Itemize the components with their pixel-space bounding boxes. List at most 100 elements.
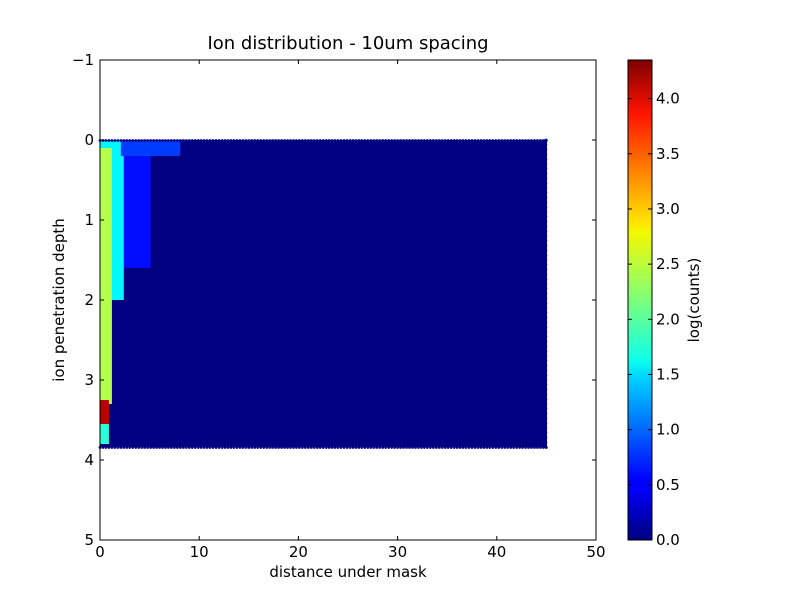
hexbin-cell (430, 200, 434, 205)
hexbin-cell (531, 192, 535, 197)
hexbin-cell (391, 196, 396, 201)
hexbin-cell (344, 256, 348, 261)
hexbin-cell (251, 196, 256, 201)
hexbin-cell (239, 232, 244, 237)
hexbin-cell (540, 160, 544, 165)
hexbin-cell (537, 252, 541, 257)
hexbin-cell (463, 156, 467, 161)
hexbin-cell (513, 188, 518, 193)
hexbin-cell (162, 224, 166, 229)
hexbin-cell (335, 192, 339, 197)
hexbin-cell (451, 160, 455, 165)
hexbin-cell (347, 220, 351, 225)
hexbin-cell (472, 216, 476, 221)
hexbin-cell (355, 160, 360, 165)
hexbin-cell (364, 228, 369, 233)
hexbin-cell (376, 240, 381, 245)
hexbin-cell (424, 224, 428, 229)
hexbin-cell (421, 196, 425, 201)
hexbin-cell (373, 160, 378, 165)
hexbin-cell (204, 240, 208, 245)
hexbin-cell (219, 144, 223, 149)
hexbin-cell (233, 244, 238, 249)
hexbin-cell (242, 220, 247, 225)
hexbin-cell (457, 244, 461, 249)
hexbin-cell (397, 176, 401, 181)
hexbin-cell (317, 232, 321, 237)
hexbin-cell (498, 192, 503, 197)
hexbin-cell (364, 188, 369, 193)
hexbin-cell (305, 148, 309, 153)
hexbin-cell (314, 188, 318, 193)
hexbin-cell (198, 244, 202, 249)
hexbin-cell (189, 216, 193, 221)
hexbin-cell (341, 196, 345, 201)
hexbin-cell (474, 236, 479, 241)
hexbin-cell (347, 144, 351, 149)
hexbin-cell (239, 236, 244, 241)
hexbin-cell (534, 156, 538, 161)
hexbin-cell (495, 204, 500, 209)
hexbin-cell (114, 256, 119, 261)
hexbin-cell (436, 144, 440, 149)
hexbin-cell (495, 260, 500, 265)
hexbin-cell (266, 236, 271, 241)
hexbin-cell (528, 200, 532, 205)
hexbin-cell (177, 248, 181, 253)
hexbin-cell (195, 160, 199, 165)
hexbin-cell (180, 204, 184, 209)
hexbin-cell (385, 220, 390, 225)
hexbin-cell (129, 220, 134, 225)
hexbin-cell (454, 260, 458, 265)
hexbin-cell (338, 148, 342, 153)
hexbin-cell (269, 160, 274, 165)
hexbin-cell (263, 264, 268, 269)
hexbin-cell (519, 180, 523, 185)
hexbin-cell (332, 148, 336, 153)
hexbin-cell (513, 152, 518, 157)
hexbin-cell (216, 212, 220, 217)
hexbin-cell (355, 252, 360, 257)
hexbin-cell (513, 156, 518, 161)
hexbin-cell (537, 260, 541, 265)
hexbin-cell (382, 260, 387, 265)
hexbin-cell (320, 220, 324, 225)
hexbin-cell (391, 268, 396, 273)
hexbin-cell (293, 268, 297, 273)
hexbin-cell (480, 212, 485, 217)
hexbin-cell (162, 176, 166, 181)
hexbin-cell (245, 220, 250, 225)
hexbin-cell (308, 236, 312, 241)
hexbin-cell (224, 260, 229, 265)
hexbin-cell (105, 224, 110, 229)
hexbin-cell (400, 208, 404, 213)
hexbin-cell (516, 180, 521, 185)
hexbin-cell (385, 260, 390, 265)
hexbin-cell (180, 196, 184, 201)
hexbin-cell (165, 244, 169, 249)
hexbin-cell (111, 152, 116, 157)
hexbin-cell (150, 164, 154, 169)
hexbin-cell (317, 152, 321, 157)
hexbin-cell (254, 236, 259, 241)
hexbin-cell (105, 196, 110, 201)
hexbin-cell (120, 248, 125, 253)
hexbin-cell (278, 188, 282, 193)
hexbin-cell (236, 144, 241, 149)
hexbin-cell (198, 236, 202, 241)
hexbin-cell (293, 176, 297, 181)
hexbin-cell (358, 228, 363, 233)
hexbin-cell (159, 188, 163, 193)
hexbin-cell (251, 248, 256, 253)
hexbin-cell (338, 152, 342, 157)
hexbin-cell (269, 248, 274, 253)
hexbin-cell (326, 164, 330, 169)
hexbin-cell (180, 192, 184, 197)
hexbin-cell (540, 196, 544, 201)
hexbin-cell (388, 252, 393, 257)
hexbin-cell (433, 188, 437, 193)
hexbin-cell (129, 264, 134, 269)
hexbin-cell (507, 220, 512, 225)
hexbin-cell (138, 148, 143, 153)
hexbin-cell (364, 152, 369, 157)
